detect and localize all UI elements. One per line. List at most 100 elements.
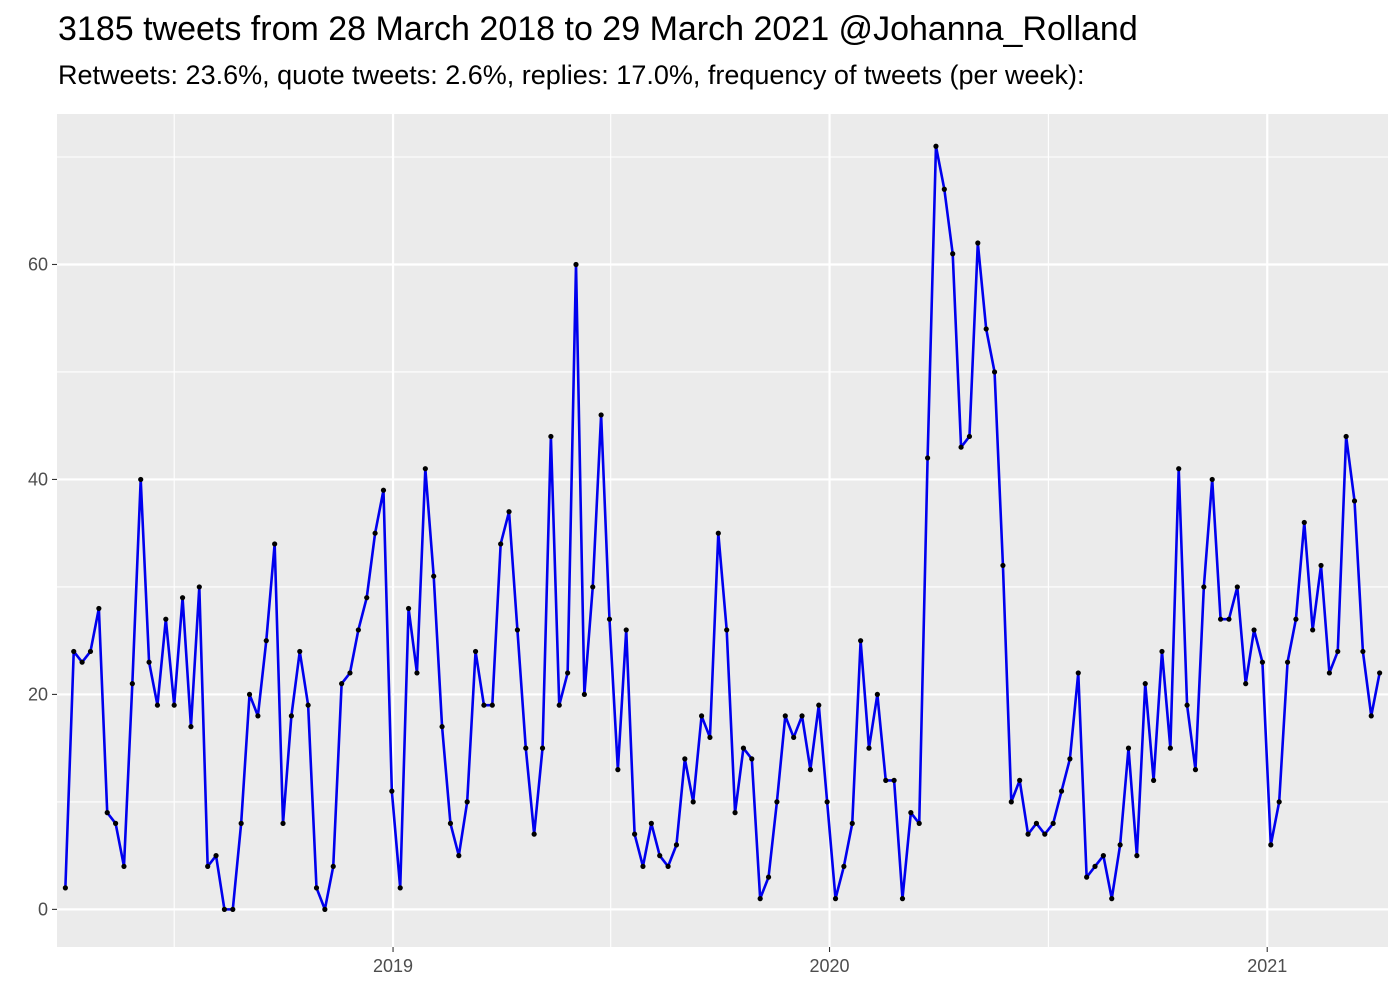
data-point xyxy=(422,466,428,472)
data-point xyxy=(832,896,839,902)
data-point xyxy=(908,810,914,816)
data-point xyxy=(590,584,596,590)
data-point xyxy=(958,444,964,450)
data-point xyxy=(372,530,378,536)
data-point xyxy=(1301,519,1307,526)
data-point xyxy=(1000,562,1006,569)
data-point xyxy=(121,863,127,869)
data-point xyxy=(682,756,688,762)
data-point xyxy=(941,186,947,192)
data-point xyxy=(606,616,613,622)
data-point xyxy=(1151,777,1157,784)
data-point xyxy=(807,767,814,773)
data-point xyxy=(648,820,654,826)
data-point xyxy=(339,681,345,687)
x-tick-label: 2019 xyxy=(373,956,413,976)
data-point xyxy=(924,455,931,461)
data-point xyxy=(849,820,855,826)
data-point xyxy=(514,627,521,633)
data-point xyxy=(1067,756,1073,762)
data-point xyxy=(313,885,320,891)
data-point xyxy=(1184,702,1190,708)
data-point xyxy=(171,702,177,708)
series-line xyxy=(64,144,1381,911)
data-point xyxy=(113,820,119,826)
data-point xyxy=(824,799,830,805)
chart-subtitle: Retweets: 23.6%, quote tweets: 2.6%, rep… xyxy=(58,60,1085,90)
data-point xyxy=(774,799,780,805)
data-point xyxy=(1243,681,1249,687)
data-point xyxy=(1360,648,1366,655)
data-point xyxy=(71,648,77,655)
data-point xyxy=(297,648,303,655)
y-tick-label: 40 xyxy=(28,469,48,489)
data-point xyxy=(615,767,621,773)
y-tick-label: 60 xyxy=(28,254,48,274)
data-point xyxy=(380,487,387,493)
data-point xyxy=(1033,820,1040,826)
data-point xyxy=(1109,896,1115,902)
data-point xyxy=(1125,745,1132,751)
data-point xyxy=(138,476,144,483)
data-point xyxy=(1377,670,1383,676)
data-point xyxy=(414,670,420,676)
data-point xyxy=(104,810,110,816)
data-point xyxy=(1368,713,1374,719)
data-point xyxy=(389,788,395,794)
data-point xyxy=(556,702,562,708)
data-point xyxy=(1058,788,1065,794)
data-point xyxy=(640,863,646,869)
data-point xyxy=(1351,498,1358,504)
data-point xyxy=(447,820,454,826)
data-point xyxy=(565,670,571,676)
data-point xyxy=(506,509,512,515)
data-point xyxy=(891,777,897,784)
data-point xyxy=(1025,831,1031,837)
data-point xyxy=(791,734,797,741)
data-point xyxy=(1209,476,1215,483)
data-point xyxy=(1201,584,1207,590)
data-point xyxy=(1310,627,1316,633)
data-point xyxy=(757,896,763,902)
data-point xyxy=(581,691,587,698)
data-point xyxy=(1117,842,1123,848)
data-point xyxy=(1075,670,1081,676)
data-point xyxy=(916,820,922,826)
data-point xyxy=(96,605,102,612)
data-point xyxy=(698,713,705,719)
data-point xyxy=(1293,616,1299,622)
data-point xyxy=(523,745,529,751)
chart-title: 3185 tweets from 28 March 2018 to 29 Mar… xyxy=(58,10,1138,48)
data-point xyxy=(732,810,738,816)
data-point xyxy=(632,831,638,837)
data-point xyxy=(816,702,822,708)
data-point xyxy=(1017,777,1023,784)
data-point xyxy=(1192,767,1199,773)
data-point xyxy=(129,681,135,687)
data-point xyxy=(1008,799,1014,805)
data-point xyxy=(221,906,228,912)
data-point xyxy=(489,702,495,708)
data-point xyxy=(322,906,328,912)
data-point xyxy=(355,627,361,633)
y-tick-label: 0 xyxy=(38,899,48,919)
data-point xyxy=(188,724,194,730)
data-point xyxy=(1284,659,1291,665)
data-point xyxy=(623,627,629,633)
data-point xyxy=(765,874,772,880)
data-point xyxy=(288,713,294,719)
data-point xyxy=(364,595,370,601)
data-point xyxy=(665,863,671,869)
data-point xyxy=(858,638,864,644)
data-point xyxy=(330,863,336,869)
data-point xyxy=(238,820,244,826)
y-tick-label: 20 xyxy=(28,684,48,704)
data-point xyxy=(196,584,202,590)
data-point xyxy=(481,702,487,708)
data-point xyxy=(598,412,604,418)
data-point xyxy=(991,369,998,375)
data-point xyxy=(866,745,872,751)
data-point xyxy=(79,659,85,665)
data-point xyxy=(1268,842,1274,848)
data-point xyxy=(573,261,579,268)
